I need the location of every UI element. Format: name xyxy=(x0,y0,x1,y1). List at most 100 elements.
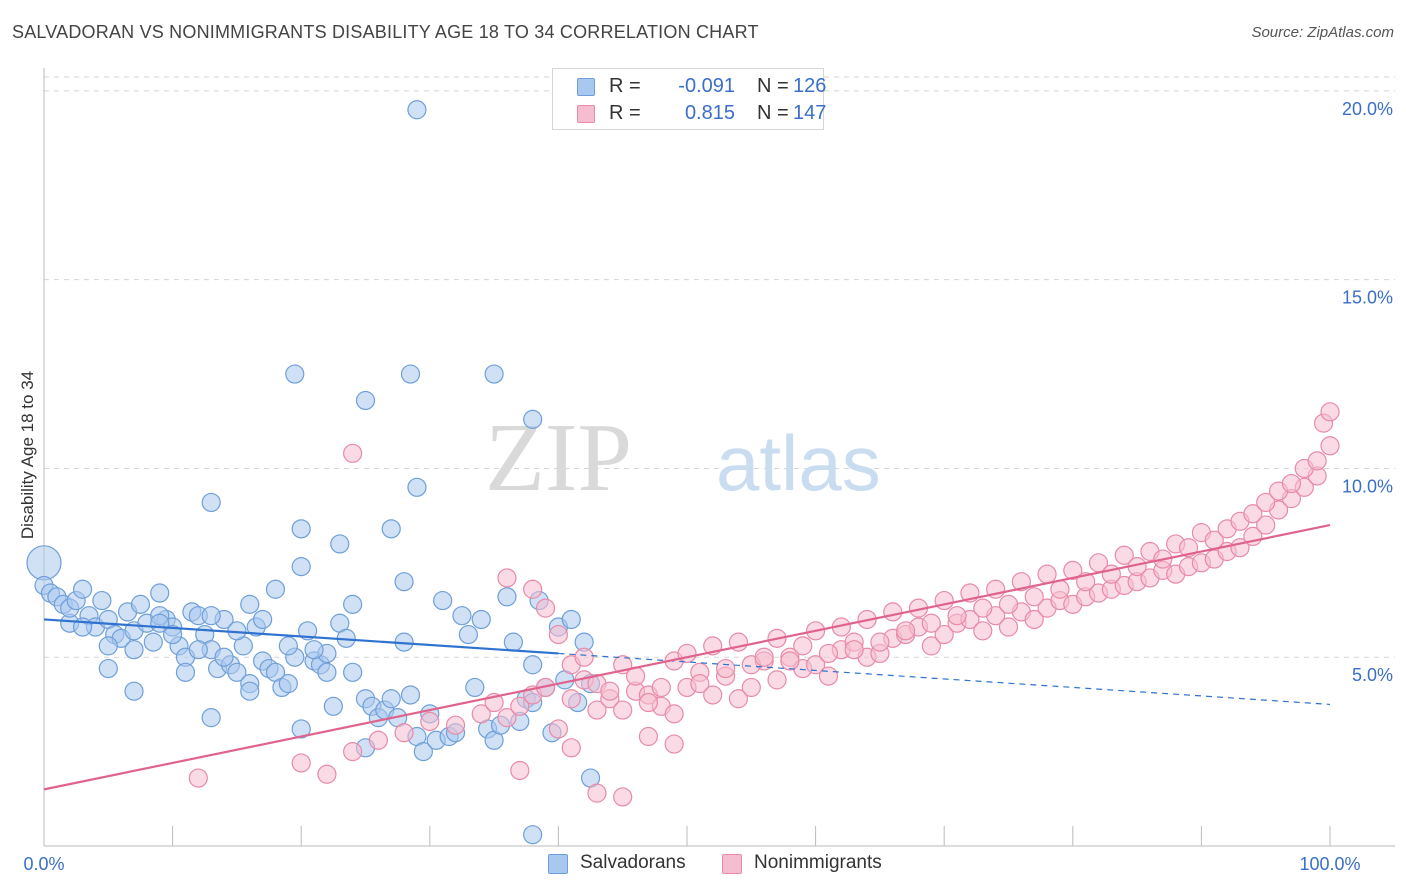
nonimmigrant-point xyxy=(818,643,839,664)
legend-swatch-blue xyxy=(577,78,595,96)
salvadoran-point xyxy=(201,606,221,626)
salvadoran-point xyxy=(150,583,170,603)
salvadoran-point xyxy=(130,594,151,614)
nonimmigrant-point xyxy=(896,621,916,641)
salvadoran-point xyxy=(304,640,324,660)
nonimmigrant-point xyxy=(587,783,607,803)
salvadoran-point xyxy=(98,658,118,679)
salvadoran-point xyxy=(323,696,343,716)
nonimmigrant-point xyxy=(368,730,388,750)
nonimmigrant-point xyxy=(587,700,607,720)
nonimmigrant-point xyxy=(317,764,337,784)
nonimmigrant-point xyxy=(638,726,659,747)
salvadoran-point xyxy=(407,100,427,120)
nonimmigrant-point xyxy=(1320,436,1340,456)
nonimmigrant-point xyxy=(343,742,363,762)
nonimmigrant-point xyxy=(548,624,569,645)
legend-swatch-blue xyxy=(548,854,568,874)
nonimmigrant-point xyxy=(921,636,941,656)
salvadoran-point xyxy=(163,624,183,645)
legend-n-value: 126 xyxy=(793,75,827,97)
salvadoran-point xyxy=(400,364,421,384)
salvadoran-point xyxy=(291,557,311,577)
nonimmigrant-point xyxy=(703,685,723,705)
nonimmigrant-point xyxy=(664,734,684,754)
correlation-legend: R = -0.091 N = 126 R = 0.815 N = 147 xyxy=(552,68,827,130)
nonimmigrant-point xyxy=(715,658,736,679)
nonimmigrant-point xyxy=(497,568,517,588)
nonimmigrant-point xyxy=(754,647,774,667)
legend-r-value: 0.815 xyxy=(684,102,735,124)
y-tick-label: 5.0% xyxy=(1352,665,1393,685)
salvadoran-point xyxy=(227,662,247,682)
salvadoran-point xyxy=(523,825,543,845)
nonimmigrant-point xyxy=(1256,515,1276,535)
nonimmigrant-point xyxy=(291,753,311,773)
salvadoran-point xyxy=(561,609,581,630)
nonimmigrant-point xyxy=(613,700,633,720)
salvadoran-point xyxy=(471,609,491,630)
nonimmigrant-point xyxy=(561,689,581,709)
nonimmigrant-point xyxy=(574,647,594,667)
legend-label-salvadorans: Salvadorans xyxy=(580,852,686,873)
data-points xyxy=(26,100,1340,845)
nonimmigrant-point xyxy=(600,681,620,701)
nonimmigrant-point xyxy=(638,692,659,713)
nonimmigrant-point xyxy=(561,738,581,758)
nonimmigrant-point xyxy=(1307,451,1327,471)
nonimmigrant-point xyxy=(1320,402,1340,422)
salvadoran-point xyxy=(291,719,311,739)
nonimmigrant-point xyxy=(921,613,941,633)
legend-n-label: N = xyxy=(757,102,789,124)
nonimmigrant-point xyxy=(1243,504,1263,524)
watermark: ZIP atlas xyxy=(485,404,881,512)
nonimmigrant-point xyxy=(818,666,839,686)
legend-label-nonimmigrants: Nonimmigrants xyxy=(754,852,882,873)
legend-swatch-pink xyxy=(722,854,742,874)
nonimmigrant-point xyxy=(741,677,761,698)
salvadoran-point xyxy=(465,677,485,698)
nonimmigrant-point xyxy=(780,651,800,671)
salvadoran-point xyxy=(452,606,472,626)
nonimmigrant-point xyxy=(613,787,633,807)
watermark-atlas: atlas xyxy=(716,419,881,507)
salvadoran-point xyxy=(92,590,112,611)
nonimmigrant-point xyxy=(188,768,208,788)
legend-r-label: R = xyxy=(609,102,641,124)
nonimmigrant-point xyxy=(998,594,1019,614)
nonimmigrant-point xyxy=(1063,560,1083,580)
x-tick-label: 100.0% xyxy=(1299,854,1360,874)
salvadoran-point xyxy=(484,364,504,384)
nonimmigrant-point xyxy=(805,655,826,675)
nonimmigrant-point xyxy=(677,643,697,664)
salvadoran-point xyxy=(201,492,221,513)
tick-labels: 5.0% 10.0% 15.0% 20.0% 0.0% 100.0% xyxy=(23,99,1393,874)
salvadoran-point xyxy=(150,613,170,633)
salvadoran-point xyxy=(98,636,118,656)
nonimmigrant-trend-line xyxy=(43,523,1331,791)
salvadoran-point xyxy=(394,572,414,592)
salvadoran-point xyxy=(265,579,286,599)
salvadoran-point xyxy=(214,647,234,667)
legend-r-label: R = xyxy=(609,75,641,97)
nonimmigrant-point xyxy=(510,696,530,716)
nonimmigrant-point xyxy=(690,674,710,694)
y-axis-label: Disability Age 18 to 34 xyxy=(18,371,37,539)
nonimmigrant-point xyxy=(1256,492,1276,513)
nonimmigrant-point xyxy=(510,760,530,781)
salvadoran-point xyxy=(175,662,196,682)
nonimmigrant-point xyxy=(1037,564,1057,584)
salvadoran-trend-line xyxy=(43,618,559,655)
salvadoran-point xyxy=(413,742,433,762)
nonimmigrant-point xyxy=(1011,572,1031,592)
salvadoran-point xyxy=(124,681,144,701)
salvadoran-point xyxy=(330,534,350,554)
nonimmigrant-point xyxy=(445,715,466,735)
salvadoran-point xyxy=(407,477,427,497)
salvadoran-point xyxy=(381,519,401,539)
salvadoran-point xyxy=(26,545,62,581)
nonimmigrant-point xyxy=(1281,473,1302,494)
trend-lines xyxy=(43,523,1331,791)
nonimmigrant-point xyxy=(973,598,993,618)
chart-title: SALVADORAN VS NONIMMIGRANTS DISABILITY A… xyxy=(12,22,759,42)
